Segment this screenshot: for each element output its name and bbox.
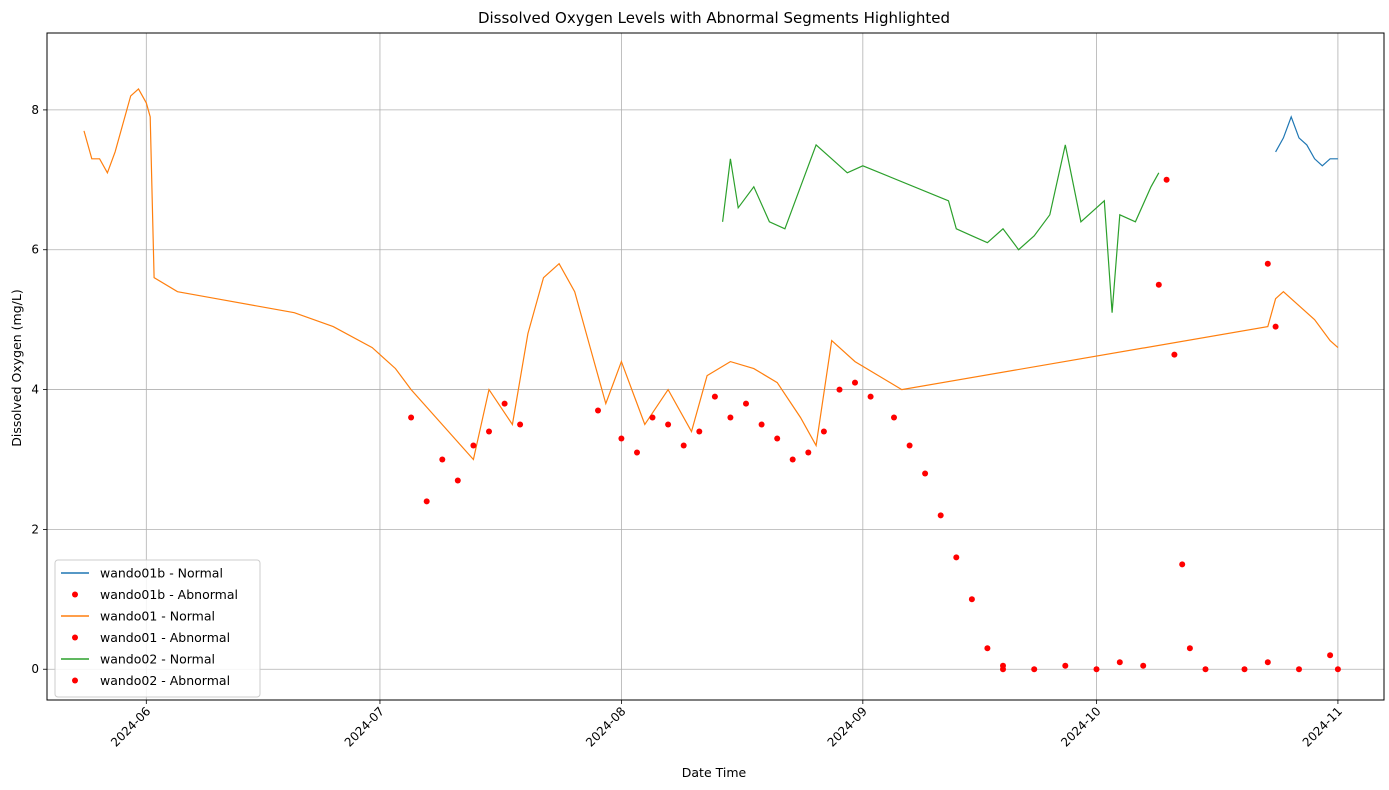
wando01b-abnormal-legend-swatch [72, 591, 78, 598]
wando01-abnormal-point [891, 414, 897, 421]
wando02-abnormal-point [1264, 659, 1271, 666]
wando02-abnormal-point [1000, 666, 1006, 673]
y-tick-label: 4 [31, 383, 39, 397]
wando01-abnormal-point [649, 414, 656, 421]
wando02-abnormal-point [1296, 666, 1302, 673]
plot-background [47, 33, 1384, 700]
y-axis-label: Dissolved Oxygen (mg/L) [9, 289, 24, 446]
wando01-abnormal-point [501, 400, 508, 407]
wando01-abnormal-point [852, 379, 858, 386]
wando01-abnormal-point [906, 442, 913, 449]
wando02-abnormal-point [1334, 666, 1341, 673]
wando01-abnormal-point [758, 421, 765, 428]
wando01-abnormal-point [789, 456, 796, 463]
legend: wando01b - Normal wando01b - Abnormal wand… [54, 559, 261, 698]
legend-entry-label: wando01b - Abnormal [100, 587, 238, 602]
wando02-abnormal-point [1155, 281, 1162, 288]
y-axis: 0 2 4 6 8 [31, 103, 47, 676]
wando02-abnormal-point [1179, 561, 1186, 568]
wando01-abnormal-point [984, 645, 991, 652]
wando02-abnormal-point [1062, 662, 1069, 669]
wando02-abnormal-point [1171, 351, 1178, 358]
legend-entry-label: wando01 - Abnormal [100, 630, 230, 645]
y-tick-label: 8 [31, 103, 39, 117]
wando02-abnormal-point [1163, 176, 1170, 183]
wando01-abnormal-point [696, 428, 703, 435]
legend-entry-label: wando02 - Abnormal [100, 673, 230, 688]
wando01-abnormal-point [454, 477, 461, 484]
wando02-abnormal-point [1202, 666, 1209, 673]
wando01-abnormal-point [665, 421, 672, 428]
wando01-abnormal-point [953, 554, 960, 561]
wando01-abnormal-point [743, 400, 749, 407]
wando02-abnormal-point [1116, 659, 1123, 666]
wando01-abnormal-point [595, 407, 601, 414]
wando01-abnormal-point [968, 596, 975, 603]
wando02-abnormal-point [1140, 662, 1147, 669]
legend-entry-label: wando01b - Normal [100, 566, 223, 581]
wando01-abnormal-point [486, 428, 492, 435]
wando01-abnormal-point [820, 428, 827, 435]
series-layer [83, 87, 1341, 673]
wando02-abnormal-legend-swatch [72, 677, 78, 684]
wando01b-normal-line [1275, 115, 1338, 167]
wando01-abnormal-legend-swatch [72, 634, 78, 641]
wando01-abnormal-point [1264, 260, 1271, 267]
wando01-abnormal-point [867, 393, 874, 400]
wando01-normal-line [83, 87, 1339, 461]
wando01-abnormal-point [774, 435, 781, 442]
plot-area [46, 32, 1385, 701]
wando01-abnormal-point [680, 442, 687, 449]
y-tick-label: 0 [31, 662, 39, 676]
wando02-abnormal-point [1241, 666, 1248, 673]
wando01-abnormal-point [423, 498, 430, 505]
wando01-abnormal-point [1272, 323, 1279, 330]
wando01-abnormal-point [634, 449, 640, 456]
y-tick-label: 2 [31, 522, 39, 536]
wando01-abnormal-point [517, 421, 524, 428]
wando02-abnormal-point [1093, 666, 1100, 673]
wando01-abnormal-point [922, 470, 929, 477]
wando01-abnormal-point [618, 435, 625, 442]
wando01-abnormal-point [470, 442, 477, 449]
wando02-normal-line [722, 143, 1160, 313]
wando02-abnormal-point [1031, 666, 1038, 673]
wando01-abnormal-point [937, 512, 944, 519]
wando01-abnormal-point [408, 414, 415, 421]
wando02-abnormal-point [1327, 652, 1334, 659]
chart-title: Dissolved Oxygen Levels with Abnormal Se… [478, 9, 950, 27]
plot-frame [46, 32, 1385, 701]
grid-lines [47, 33, 1384, 700]
legend-entry-label: wando02 - Normal [100, 652, 215, 667]
y-tick-label: 6 [31, 243, 39, 257]
wando01-abnormal-point [836, 386, 843, 393]
legend-entry-label: wando01 - Normal [100, 609, 215, 624]
wando01-abnormal-point [727, 414, 734, 421]
wando01-abnormal-point [711, 393, 718, 400]
legend-box [54, 559, 261, 698]
wando01-abnormal-point [805, 449, 812, 456]
wando01-abnormal-point [439, 456, 446, 463]
x-axis-label: Date Time [682, 765, 747, 780]
wando02-abnormal-point [1186, 645, 1193, 652]
